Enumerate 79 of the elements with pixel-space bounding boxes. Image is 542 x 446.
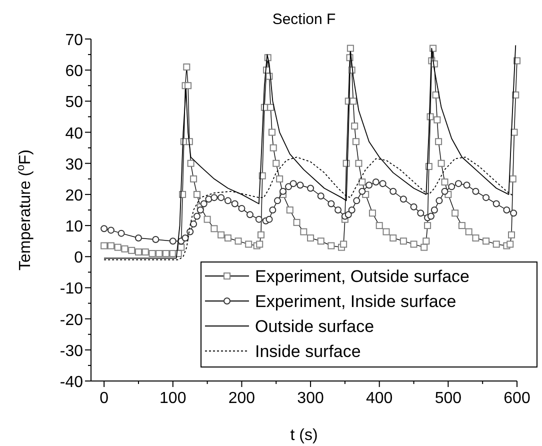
point [463,182,470,189]
point [400,196,407,203]
x-tick-label: 300 [297,390,324,407]
point [455,180,462,188]
legend-label: Outside surface [255,317,374,336]
point [274,197,282,204]
point [296,182,304,189]
point [107,226,114,234]
point [193,212,200,220]
x-tick-label: 400 [366,390,393,407]
y-tick-label: 60 [65,63,84,80]
x-tick-label: 100 [160,390,186,407]
x-tick-label: 0 [100,390,109,407]
y-tick-label: 70 [65,32,84,49]
y-tick-label: 20 [65,187,84,204]
point [190,220,198,228]
point [205,196,212,203]
point [430,206,438,214]
point [344,211,352,218]
point [390,188,397,195]
point [510,210,518,217]
point [118,230,125,237]
y-tick-label: -30 [60,342,84,360]
point [372,178,380,186]
y-tick-label: -20 [60,312,84,329]
point [492,200,500,208]
point [186,228,194,236]
x-tick-label: 600 [504,390,530,407]
point [427,212,434,220]
point [200,200,208,208]
point [269,206,276,214]
point [266,216,273,223]
point [182,234,189,242]
point [436,197,443,204]
point [196,206,204,214]
point [348,206,356,214]
y-tick-label: 30 [65,156,84,174]
y-tick-label: 50 [65,94,84,112]
point [328,200,335,208]
point [224,197,232,204]
point [134,234,142,242]
y-tick-label: 0 [74,250,84,267]
point [379,180,386,188]
point [441,188,448,195]
x-tick-label: 500 [434,390,462,407]
point [472,188,480,195]
y-tick-label: -10 [60,280,84,298]
chart-title: Section F [272,11,336,28]
point [358,188,366,195]
point [307,184,314,192]
point [353,197,360,204]
x-axis-title: t (s) [290,427,318,444]
point [218,194,225,202]
x-tick-label: 200 [228,390,256,407]
point [246,211,254,218]
y-tick-label: 40 [65,125,84,142]
point [280,188,287,195]
point [290,180,297,188]
point [448,183,456,190]
point [503,206,510,214]
point [334,206,342,214]
point [231,200,238,208]
point [255,216,262,223]
point [410,203,418,210]
legend-label: Inside surface [255,342,361,361]
point [417,210,424,217]
point [152,236,160,244]
point [169,238,176,245]
point [366,182,373,189]
y-tick-label: 10 [65,218,84,236]
point [210,194,218,202]
point [317,192,324,200]
legend-label: Experiment, Inside surface [255,292,456,311]
legend-label: Experiment, Outside surface [255,267,470,286]
point [100,225,108,232]
point [285,183,292,190]
point [238,204,246,212]
point [482,194,490,202]
y-tick-label: -40 [60,374,84,391]
